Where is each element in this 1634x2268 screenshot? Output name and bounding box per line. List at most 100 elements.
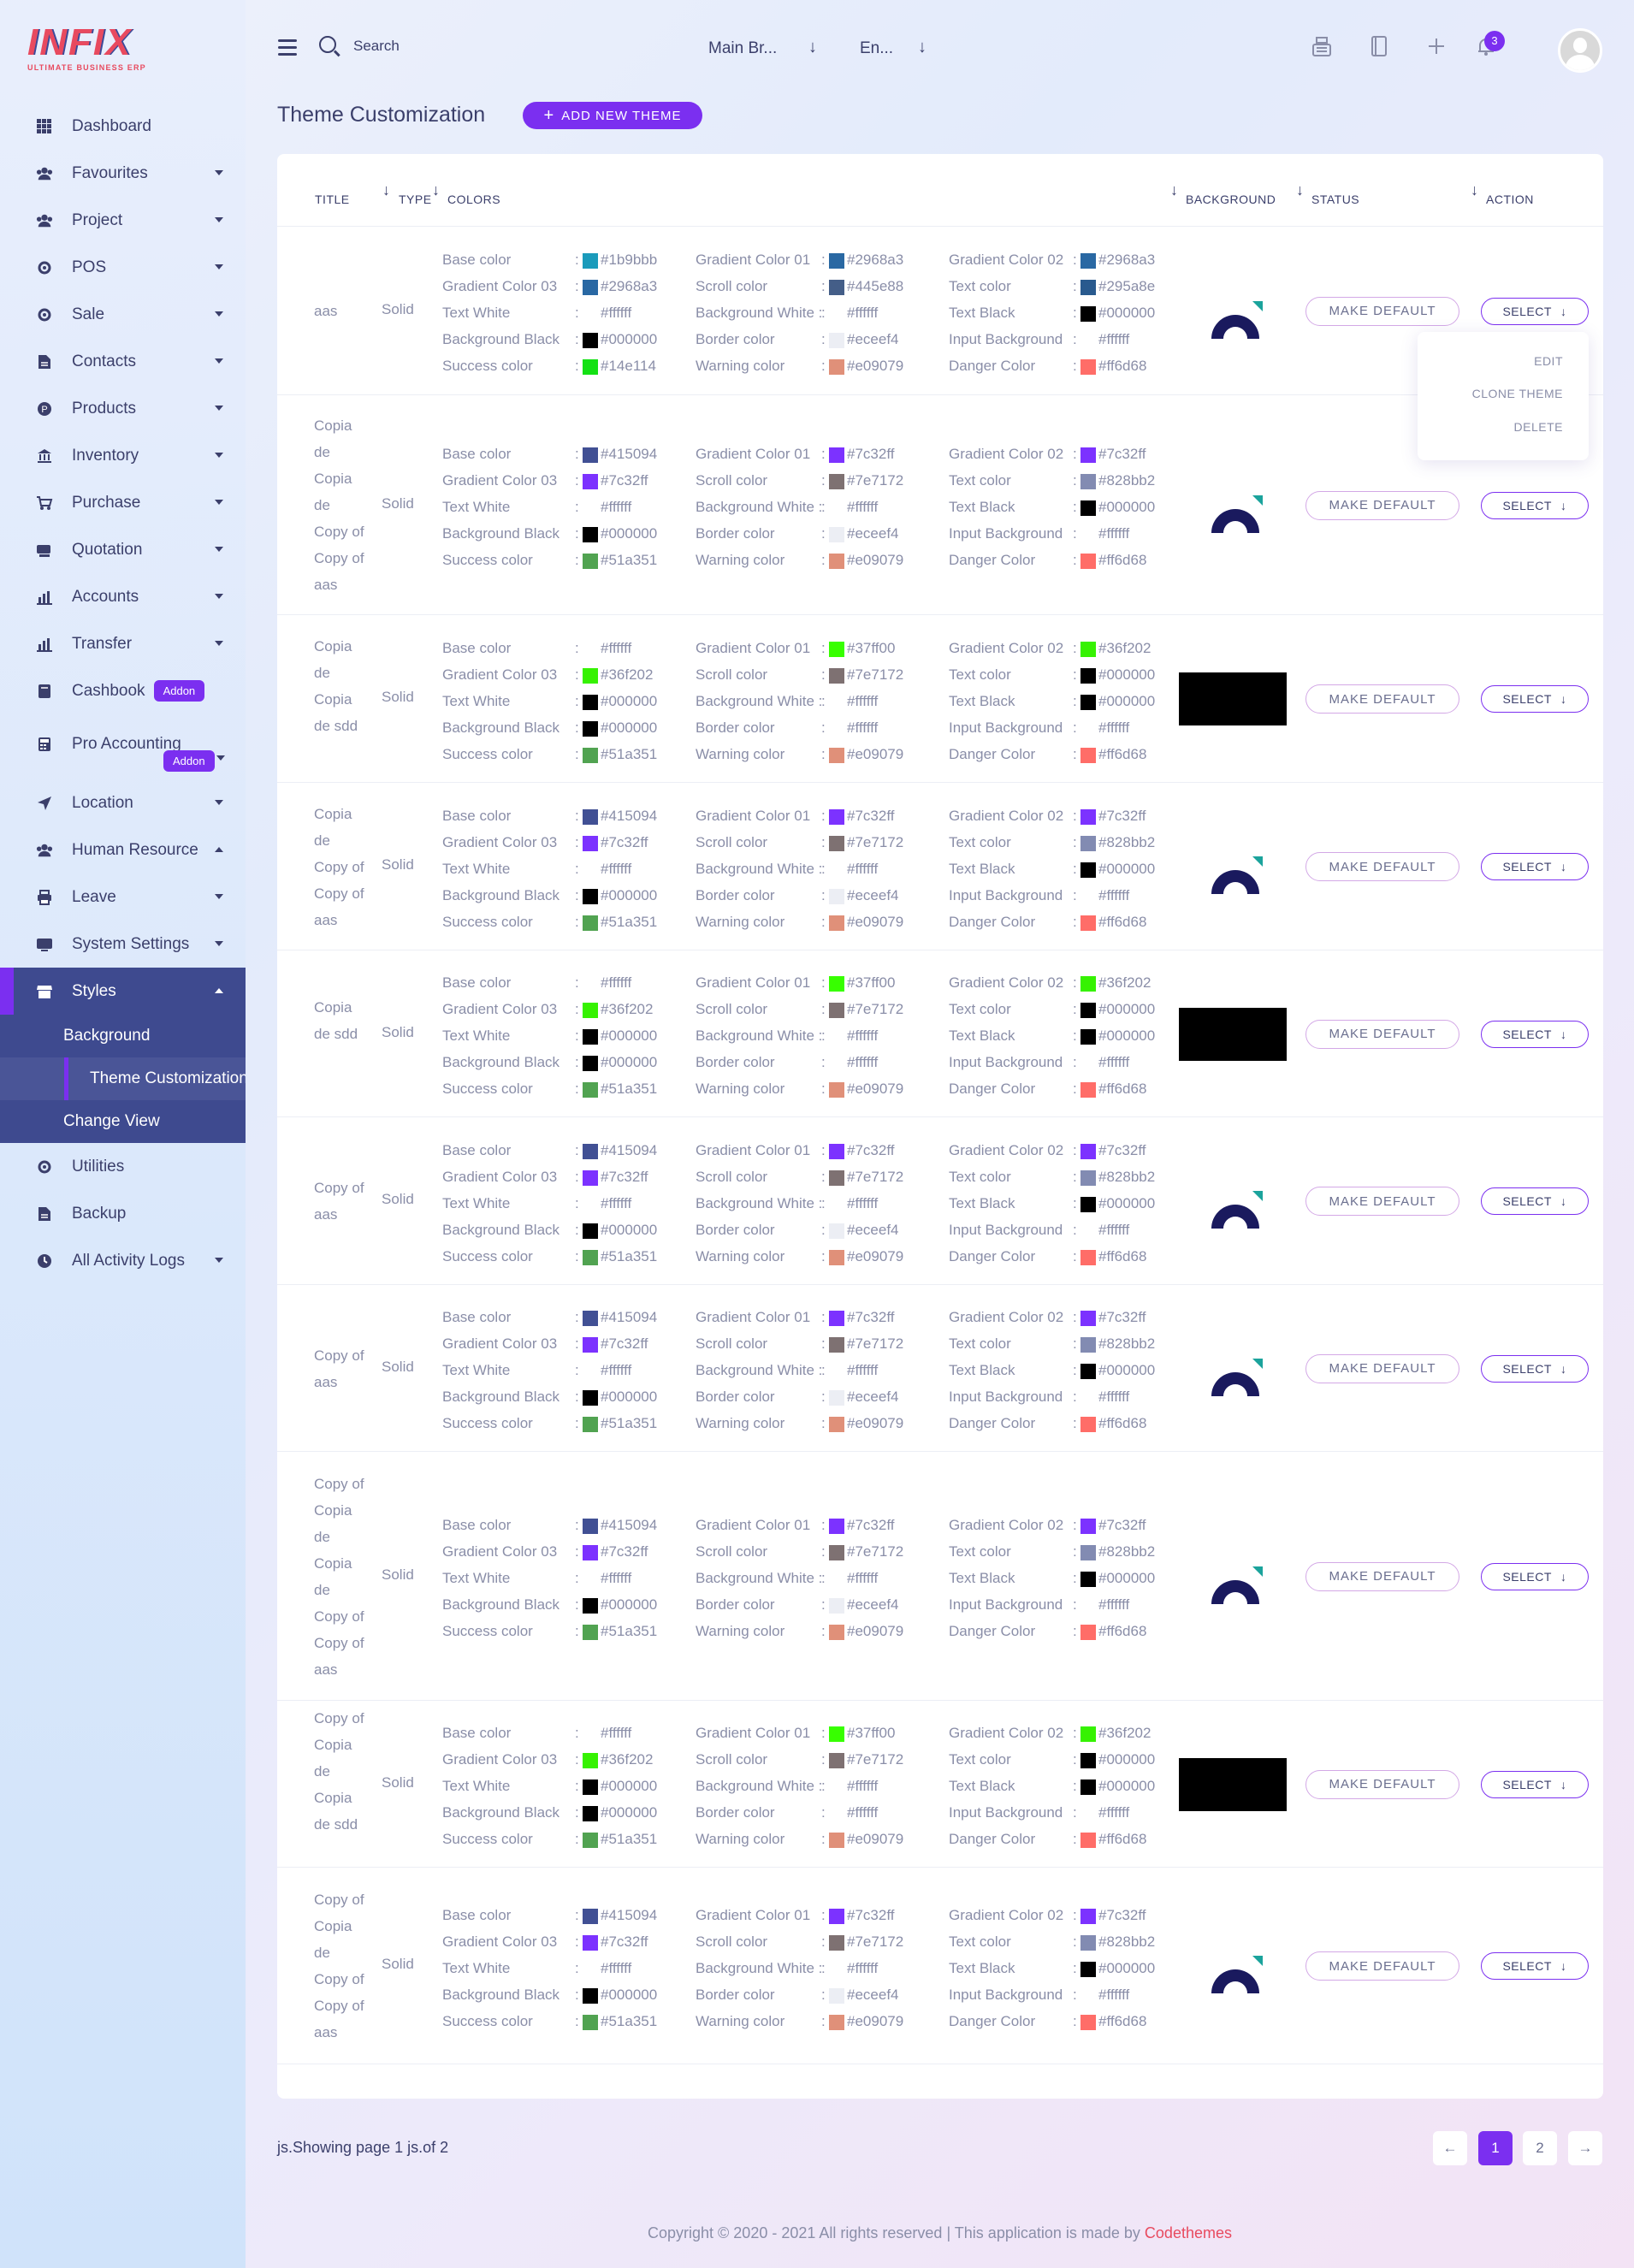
notebook-icon[interactable] <box>1366 34 1392 60</box>
sidebar-item-label: Styles <box>72 981 116 1000</box>
color-swatch <box>829 1598 844 1614</box>
th-type[interactable]: TYPE <box>399 192 432 206</box>
make-default-button[interactable]: MAKE DEFAULT <box>1305 684 1459 714</box>
make-default-button[interactable]: MAKE DEFAULT <box>1305 1187 1459 1216</box>
color-hex: #7e7172 <box>847 1751 904 1768</box>
sidebar-item-backup[interactable]: Backup <box>0 1190 246 1237</box>
color-entry: Text White : #ffffff <box>442 494 631 520</box>
sidebar-item-project[interactable]: Project <box>0 197 246 244</box>
document-icon <box>36 353 53 370</box>
sidebar-item-purchase[interactable]: Purchase <box>0 479 246 526</box>
sidebar-item-transfer[interactable]: Transfer <box>0 620 246 667</box>
color-swatch <box>1080 1390 1096 1406</box>
page-2-button[interactable]: 2 <box>1523 2131 1557 2165</box>
make-default-button[interactable]: MAKE DEFAULT <box>1305 1561 1459 1591</box>
next-page-button[interactable]: → <box>1568 2131 1602 2165</box>
select-action-button[interactable]: SELECT ↓ <box>1481 1354 1589 1383</box>
sidebar-item-styles[interactable]: Styles <box>0 968 246 1015</box>
color-hex: #828bb2 <box>1098 472 1156 489</box>
sidebar-item-pos[interactable]: POS <box>0 244 246 291</box>
th-title[interactable]: TITLE <box>315 192 350 206</box>
sidebar-item-sale[interactable]: Sale <box>0 291 246 338</box>
sidebar-item-inventory[interactable]: Inventory <box>0 432 246 479</box>
color-label: Background White : <box>696 1362 823 1378</box>
make-default-button[interactable]: MAKE DEFAULT <box>1305 1951 1459 1981</box>
sidebar-item-system-settings[interactable]: System Settings <box>0 921 246 968</box>
page-1-button[interactable]: 1 <box>1478 2131 1513 2165</box>
select-action-button[interactable]: SELECT ↓ <box>1481 1020 1589 1048</box>
sort-arrow-icon[interactable]: ↓ <box>1471 181 1479 198</box>
cart-icon <box>36 494 53 512</box>
cash-register-icon[interactable] <box>1309 34 1335 60</box>
color-label: Border color <box>696 1221 775 1238</box>
select-action-button[interactable]: SELECT ↓ <box>1481 1562 1589 1590</box>
color-colon: : <box>821 1986 826 2003</box>
sidebar-item-human-resource[interactable]: Human Resource <box>0 826 246 873</box>
sort-arrow-icon[interactable]: ↓ <box>1170 181 1179 198</box>
sidebar-subitem-background[interactable]: Background <box>63 1027 151 1045</box>
color-swatch <box>829 280 844 295</box>
select-action-button[interactable]: SELECT ↓ <box>1481 853 1589 880</box>
sidebar-item-all-activity-logs[interactable]: All Activity Logs <box>0 1237 246 1284</box>
th-action[interactable]: ACTION <box>1486 192 1534 206</box>
make-default-button[interactable]: MAKE DEFAULT <box>1305 490 1459 520</box>
sidebar-item-cashbook[interactable]: Cashbook Addon <box>0 667 246 714</box>
search-input[interactable] <box>353 38 524 55</box>
color-hex: #000000 <box>601 719 658 736</box>
select-action-button[interactable]: SELECT ↓ <box>1481 491 1589 519</box>
sidebar-item-products[interactable]: P Products <box>0 385 246 432</box>
sort-arrow-icon[interactable]: ↓ <box>1296 181 1305 198</box>
add-new-theme-button[interactable]: + ADD NEW THEME <box>523 102 702 129</box>
branch-select[interactable]: Main Br... ↓ <box>708 38 817 58</box>
color-swatch <box>829 1545 844 1560</box>
select-action-button[interactable]: SELECT ↓ <box>1481 1187 1589 1215</box>
sidebar-item-contacts[interactable]: Contacts <box>0 338 246 385</box>
search-icon[interactable] <box>319 36 336 53</box>
select-action-button[interactable]: SELECT ↓ <box>1481 685 1589 713</box>
color-hex: #7c32ff <box>601 1168 648 1185</box>
sort-arrow-icon[interactable]: ↓ <box>382 181 391 198</box>
make-default-button[interactable]: MAKE DEFAULT <box>1305 296 1459 326</box>
plus-icon[interactable] <box>1424 34 1449 60</box>
select-action-button[interactable]: SELECT ↓ <box>1481 1952 1589 1980</box>
sidebar-item-pro-accounting[interactable]: Pro Accounting Addon <box>0 714 246 774</box>
avatar[interactable] <box>1558 28 1602 73</box>
sidebar-item-utilities[interactable]: Utilities <box>0 1143 246 1190</box>
color-hex: #000000 <box>1098 1959 1156 1976</box>
sidebar-item-favourites[interactable]: Favourites <box>0 150 246 197</box>
color-colon: : <box>821 1221 826 1238</box>
color-swatch <box>583 447 598 463</box>
sidebar-subitem-theme-customization[interactable]: Theme Customization <box>0 1057 246 1100</box>
make-default-button[interactable]: MAKE DEFAULT <box>1305 1353 1459 1383</box>
sidebar-item-accounts[interactable]: Accounts <box>0 573 246 620</box>
th-background[interactable]: BACKGROUND <box>1186 192 1276 206</box>
brand-logo[interactable]: INFIX ULTIMATE BUSINESS ERP <box>27 24 146 73</box>
sidebar-subitem-change-view[interactable]: Change View <box>63 1112 160 1130</box>
menu-toggle-icon[interactable] <box>278 39 297 60</box>
sidebar-item-location[interactable]: Location <box>0 779 246 826</box>
sort-arrow-icon[interactable]: ↓ <box>432 181 441 198</box>
make-default-button[interactable]: MAKE DEFAULT <box>1305 1769 1459 1799</box>
prev-page-button[interactable]: ← <box>1433 2131 1467 2165</box>
codethemes-link[interactable]: Codethemes <box>1144 2224 1232 2241</box>
color-colon: : <box>1073 807 1077 824</box>
dropdown-delete[interactable]: DELETE <box>1513 420 1563 434</box>
sidebar-item-dashboard[interactable]: Dashboard <box>0 103 246 150</box>
color-label: Gradient Color 01 <box>696 1309 811 1325</box>
dropdown-edit[interactable]: EDIT <box>1534 354 1563 368</box>
sidebar-item-leave[interactable]: Leave <box>0 873 246 921</box>
color-label: Scroll color <box>696 1933 768 1950</box>
select-action-button[interactable]: SELECT ↓ <box>1481 1770 1589 1798</box>
color-swatch <box>583 554 598 569</box>
sidebar-item-quotation[interactable]: Quotation <box>0 526 246 573</box>
color-entry: Background White : : #ffffff <box>696 1022 878 1049</box>
color-hex: #37ff00 <box>847 1725 896 1741</box>
th-colors[interactable]: COLORS <box>447 192 501 206</box>
select-action-button[interactable]: SELECT ↓ <box>1481 297 1589 325</box>
language-select[interactable]: En... ↓ <box>860 38 927 58</box>
color-colon: : <box>821 1906 826 1923</box>
dropdown-clone-theme[interactable]: CLONE THEME <box>1471 387 1563 400</box>
make-default-button[interactable]: MAKE DEFAULT <box>1305 1019 1459 1049</box>
make-default-button[interactable]: MAKE DEFAULT <box>1305 852 1459 881</box>
th-status[interactable]: STATUS <box>1311 192 1360 206</box>
